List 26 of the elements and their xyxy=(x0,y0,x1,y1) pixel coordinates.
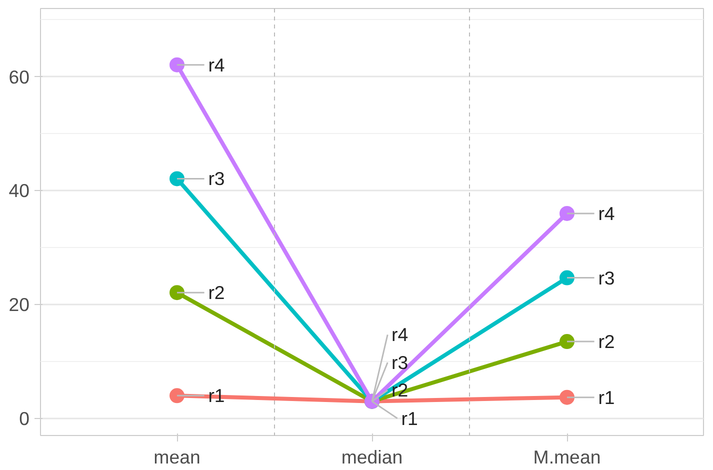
point xyxy=(560,390,574,405)
x-tick-label: mean xyxy=(154,446,200,468)
point xyxy=(170,388,184,404)
x-tick-label: median xyxy=(341,446,403,468)
point xyxy=(560,334,574,350)
y-tick-label: 20 xyxy=(8,294,30,316)
series-label: r4 xyxy=(392,324,408,346)
y-tick-label: 60 xyxy=(8,66,30,88)
series-label: r3 xyxy=(392,352,408,373)
text: r3 xyxy=(208,168,225,190)
text: r4 xyxy=(208,54,225,76)
point xyxy=(170,171,184,186)
text: r3 xyxy=(598,267,615,288)
text: r1 xyxy=(598,386,615,408)
text: r1 xyxy=(401,408,418,429)
point xyxy=(560,206,574,221)
point xyxy=(170,57,184,72)
text: r2 xyxy=(208,282,225,304)
series-label: r2 xyxy=(392,380,408,401)
text: r4 xyxy=(598,202,615,224)
y-tick-label: 40 xyxy=(8,180,30,202)
x-tick-label: M.mean xyxy=(533,446,601,468)
text: r2 xyxy=(598,331,615,352)
point xyxy=(170,285,184,300)
point xyxy=(560,270,574,286)
y-tick-label: 0 xyxy=(19,408,30,429)
